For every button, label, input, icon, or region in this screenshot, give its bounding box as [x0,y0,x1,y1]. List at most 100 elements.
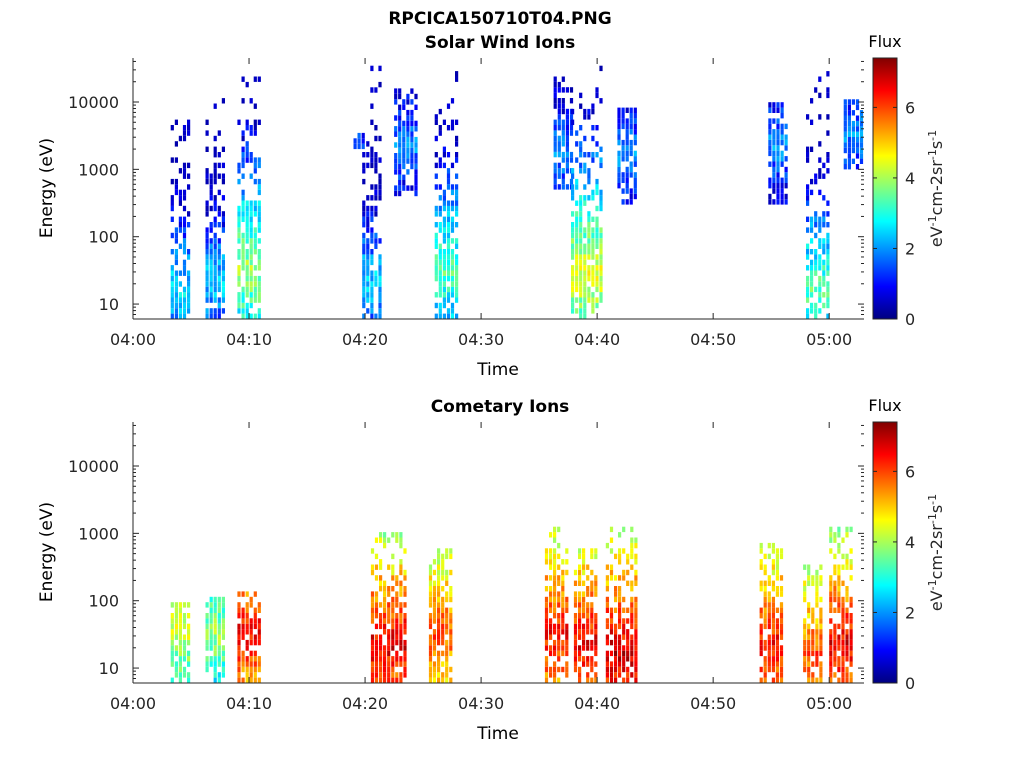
heatmap-cell [851,99,855,105]
heatmap-cell [209,222,213,228]
heatmap-cell [553,532,557,538]
heatmap-cell [178,308,182,314]
heatmap-cell [449,586,453,592]
heatmap-cell [428,666,433,673]
heatmap-cell [784,199,788,205]
heatmap-cell [617,134,621,140]
heatmap-cell [847,137,851,143]
heatmap-cell [387,672,391,678]
heatmap-cell [633,156,637,162]
heatmap-cell [605,672,609,678]
heatmap-cell [837,542,841,549]
heatmap-cell [847,110,851,116]
heatmap-cell [370,238,374,244]
heatmap-cell [178,216,182,222]
heatmap-cell [819,666,823,673]
heatmap-cell [587,178,591,185]
heatmap-cell [403,569,407,576]
heatmap-cell [391,613,395,619]
heatmap-cell [775,623,779,630]
heatmap-cell [630,639,634,646]
heatmap-cell [561,613,565,619]
heatmap-cell [237,629,241,635]
heatmap-cell [362,265,366,271]
heatmap-cell [814,87,818,93]
heatmap-cell [241,297,245,303]
heatmap-cell [221,634,225,640]
heatmap-cell [845,639,849,646]
heatmap-cell [237,302,241,309]
heatmap-cell [826,249,830,255]
heatmap-cell [455,286,459,293]
heatmap-cell [391,607,395,613]
heatmap-cell [398,109,402,116]
heatmap-cell [591,108,595,115]
heatmap-cell [549,553,553,560]
heatmap-cell [768,129,772,135]
heatmap-cell [399,586,403,592]
heatmap-cell [398,142,402,148]
colorbar-gradient [872,57,898,320]
heatmap-cell [446,313,451,319]
heatmap-cell [170,602,174,608]
heatmap-cell [399,645,403,651]
heatmap-cell [370,613,375,619]
heatmap-cell [582,559,586,565]
heatmap-cell [362,270,366,276]
heatmap-cell [803,639,807,646]
heatmap-cell [826,281,830,287]
heatmap-cell [829,618,833,624]
heatmap-cell [374,205,378,212]
heatmap-cell [618,532,622,538]
heatmap-cell [237,205,241,212]
heatmap-cell [441,553,445,560]
heatmap-cell [806,265,810,271]
heatmap-cell [217,672,221,678]
heatmap-cell [213,162,217,169]
heatmap-cell [442,227,446,233]
heatmap-cell [182,270,187,276]
heatmap-cell [561,645,565,651]
heatmap-cell [549,666,553,673]
heatmap-cell [578,645,582,651]
heatmap-cell [442,189,446,196]
heatmap-cell [849,634,853,640]
heatmap-cell [446,265,451,271]
heatmap-cell [784,156,788,162]
heatmap-cell [442,281,446,287]
heatmap-cell [434,232,438,239]
heatmap-cell [450,119,455,125]
heatmap-cell [434,173,438,179]
heatmap-cell [775,575,779,581]
heatmap-cell [245,232,249,239]
heatmap-cell [399,618,403,624]
heatmap-cell [402,147,406,154]
heatmap-cell [249,634,253,640]
heatmap-cell [591,195,595,201]
heatmap-cell [826,270,830,276]
heatmap-cell [590,618,594,624]
heatmap-cell [590,591,594,597]
heatmap-cell [586,623,590,630]
heatmap-cell [410,115,414,121]
heatmap-cell [221,254,225,260]
heatmap-cell [257,677,261,683]
heatmap-cell [579,125,583,131]
heatmap-cell [776,150,780,157]
heatmap-cell [438,275,442,282]
heatmap-cell [617,172,621,178]
heatmap-cell [851,110,855,116]
heatmap-cell [780,102,784,108]
heatmap-cell [833,661,837,667]
heatmap-cell [561,639,565,646]
heatmap-cell [595,227,599,233]
heatmap-cell [178,292,182,298]
heatmap-cell [779,553,784,560]
heatmap-cell [366,265,370,271]
heatmap-cell [579,249,583,255]
heatmap-cell [237,275,241,282]
heatmap-cell [815,569,819,576]
heatmap-cell [621,107,625,113]
heatmap-cell [630,618,634,624]
heatmap-cell [245,591,249,597]
